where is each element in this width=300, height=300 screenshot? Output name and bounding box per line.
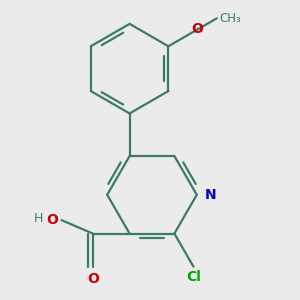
Text: Cl: Cl [186, 269, 201, 284]
Text: O: O [47, 213, 58, 227]
Text: O: O [191, 22, 203, 37]
Text: CH₃: CH₃ [220, 12, 242, 25]
Text: O: O [87, 272, 99, 286]
Text: H: H [34, 212, 44, 225]
Text: N: N [205, 188, 216, 202]
